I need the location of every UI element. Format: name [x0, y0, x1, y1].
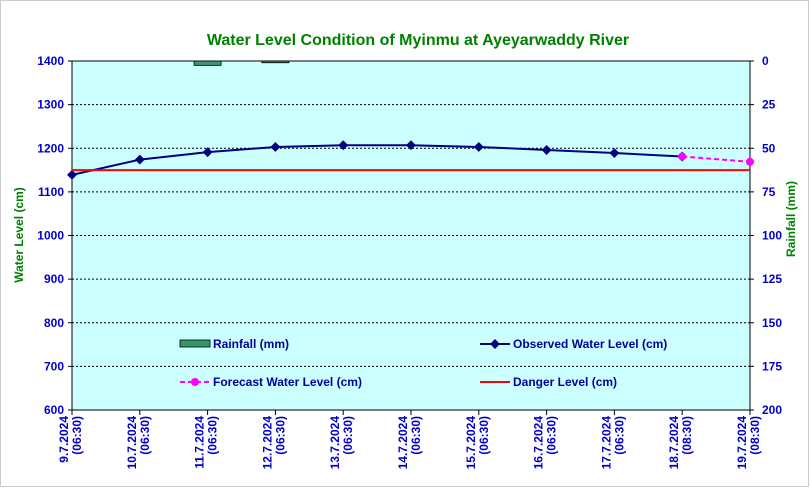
forecast-line	[682, 155, 751, 163]
legend-marker-forecast	[191, 378, 199, 386]
x-tick-label: 17.7.2024(06:30)	[599, 416, 626, 470]
x-tick-label: 15.7.2024(06:30)	[464, 416, 491, 470]
x-tick-label: 9.7.2024(06:30)	[57, 416, 84, 463]
y-tick-label: 1300	[37, 98, 64, 112]
observed-point	[541, 145, 552, 155]
x-tick-label: 19.7.2024(08:30)	[735, 416, 762, 470]
y-tick-label: 1000	[37, 229, 64, 243]
y-tick-label: 1200	[37, 141, 64, 155]
series-lines	[67, 140, 754, 180]
legend: Rainfall (mm) Observed Water Level (cm) Fo…	[179, 337, 667, 389]
legend-label: Rainfall (mm)	[213, 337, 289, 351]
forecast-point	[678, 152, 687, 161]
x-axis-ticks: 9.7.2024(06:30) 10.7.2024(06:30) 11.7.2024…	[57, 410, 762, 469]
x-tick-label: 11.7.2024(06:30)	[193, 416, 220, 469]
observed-point	[134, 154, 145, 165]
y2-tick-label: 50	[762, 141, 776, 155]
legend-label: Forecast Water Level (cm)	[213, 375, 362, 389]
observed-point	[67, 169, 77, 180]
y2-tick-label: 150	[762, 316, 782, 330]
chart-title: Water Level Condition of Myinmu at Ayeya…	[207, 32, 629, 49]
observed-point	[338, 140, 349, 151]
y-tick-label: 900	[44, 272, 64, 286]
rainfall-bar	[261, 60, 290, 64]
y-tick-label: 1400	[37, 54, 64, 68]
y2-tick-label: 175	[762, 359, 782, 373]
forecast-point	[746, 157, 754, 166]
right-axis-ticks: 0 25 50 75 100 125 150 175 200	[750, 54, 782, 417]
x-tick-label: 16.7.2024(06:30)	[532, 416, 559, 470]
rainfall-bars	[193, 60, 290, 66]
y2-axis-label: Rainfall (mm)	[784, 181, 798, 257]
y2-tick-label: 0	[762, 54, 769, 68]
y2-tick-label: 200	[762, 403, 782, 417]
observed-line	[71, 144, 683, 176]
y-tick-label: 600	[44, 403, 64, 417]
observed-point	[270, 141, 281, 152]
legend-swatch-rainfall	[179, 339, 211, 348]
observed-point	[202, 147, 213, 158]
legend-marker-observed	[490, 339, 500, 349]
x-tick-label: 14.7.2024(06:30)	[396, 416, 423, 470]
observed-point	[609, 148, 620, 158]
left-axis-ticks: 600 700 800 900 1000 1100 1200 1300 1400	[37, 54, 72, 417]
y2-tick-label: 25	[762, 98, 776, 112]
observed-point	[406, 140, 416, 151]
y-tick-label: 1100	[38, 185, 64, 199]
y-axis-label: Water Level (cm)	[12, 187, 26, 283]
gridlines	[72, 104, 750, 367]
legend-label: Danger Level (cm)	[513, 375, 617, 389]
x-tick-label: 18.7.2024(08:30)	[667, 416, 694, 470]
y2-tick-label: 100	[762, 229, 782, 243]
x-tick-label: 13.7.2024(06:30)	[328, 416, 355, 470]
legend-label: Observed Water Level (cm)	[513, 337, 667, 351]
x-tick-label: 10.7.2024(06:30)	[125, 416, 152, 470]
y-tick-label: 800	[44, 316, 64, 330]
y2-tick-label: 75	[762, 185, 776, 199]
y2-tick-label: 125	[762, 272, 782, 286]
y-tick-label: 700	[44, 359, 64, 373]
observed-point	[473, 141, 484, 152]
rainfall-bar	[193, 60, 222, 66]
x-tick-label: 12.7.2024(06:30)	[260, 416, 287, 470]
